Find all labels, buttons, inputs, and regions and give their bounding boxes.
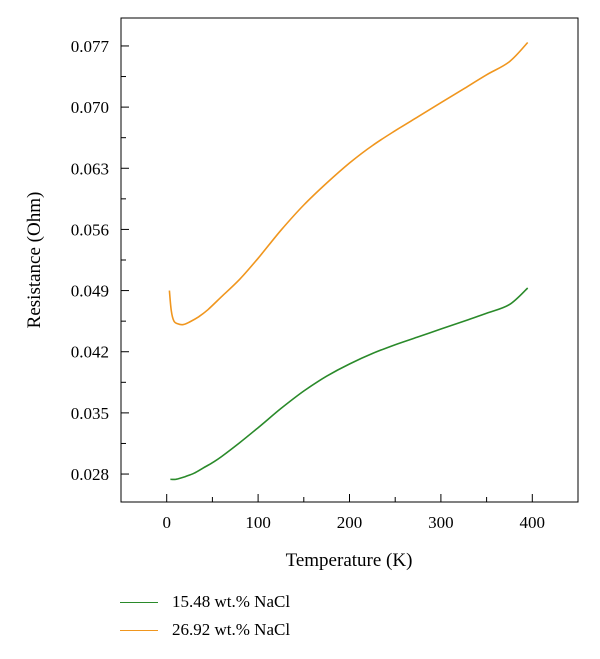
series-line-1	[168, 41, 529, 326]
x-tick-label: 400	[520, 513, 546, 532]
plot-frame	[120, 17, 579, 503]
y-tick-label: 0.042	[71, 343, 109, 362]
legend: 15.48 wt.% NaCl 26.92 wt.% NaCl	[120, 588, 290, 644]
x-tick-label: 300	[428, 513, 454, 532]
x-tick-labels: 0 100 200 300 400	[162, 513, 545, 532]
tick-marks	[120, 45, 579, 502]
y-tick-label: 0.028	[71, 465, 109, 484]
legend-item-26-92: 26.92 wt.% NaCl	[120, 616, 290, 644]
y-tick-label: 0.070	[71, 98, 109, 117]
series-line-0	[170, 287, 529, 481]
x-axis-label: Temperature (K)	[286, 550, 413, 571]
y-tick-label: 0.049	[71, 282, 109, 301]
legend-swatch-15-48	[120, 601, 158, 603]
x-tick-label: 200	[337, 513, 363, 532]
legend-item-15-48: 15.48 wt.% NaCl	[120, 588, 290, 616]
y-axis-label: Resistance (Ohm)	[24, 192, 45, 329]
x-tick-label: 0	[162, 513, 171, 532]
legend-swatch-26-92	[120, 629, 158, 631]
y-tick-label: 0.077	[71, 37, 110, 56]
y-tick-label: 0.056	[71, 220, 109, 239]
x-tick-label: 100	[245, 513, 271, 532]
series-lines	[168, 41, 529, 481]
y-tick-label: 0.063	[71, 159, 109, 178]
y-tick-labels: 0.028 0.035 0.042 0.049 0.056 0.063 0.070 0.077	[71, 37, 110, 484]
y-tick-label: 0.035	[71, 404, 109, 423]
resistance-temperature-chart: 0 100 200 300 400 0.0280.0350.0420.0490.0560…	[24, 17, 579, 571]
legend-label-26-92: 26.92 wt.% NaCl	[172, 620, 291, 639]
legend-label-15-48: 15.48 wt.% NaCl	[172, 592, 291, 611]
